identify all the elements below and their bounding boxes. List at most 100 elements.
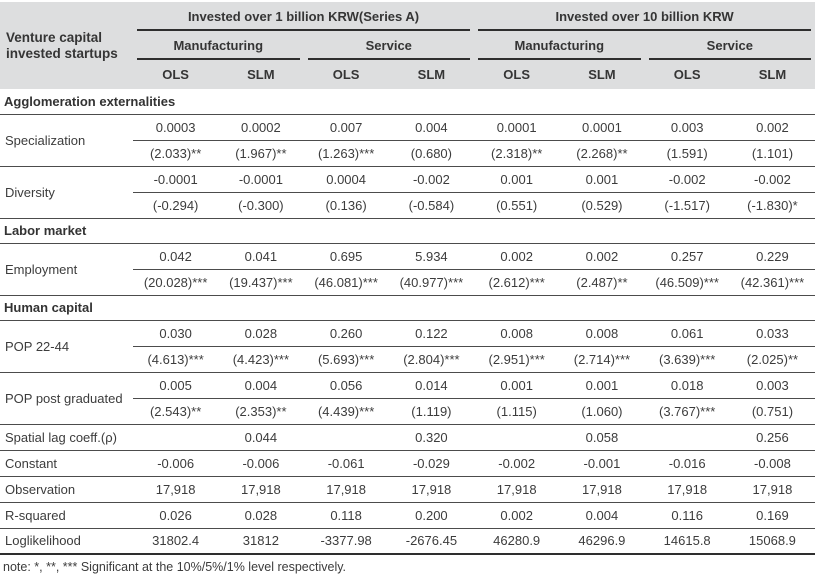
value-cell: 0.026 — [133, 502, 219, 529]
value-cell — [474, 424, 560, 451]
table-row-constant: Constant -0.006 -0.006 -0.061 -0.029 -0.002-… — [0, 450, 815, 477]
row-label-constant: Constant — [0, 450, 133, 477]
table-row-spatial-lag: Spatial lag coeff.(ρ) 0.044 0.320 0.058 0.2… — [0, 424, 815, 451]
value-cell: 0.118 — [303, 502, 389, 529]
value-cell: 0.229 — [729, 243, 815, 270]
table-row-specialization-coef: Specialization 0.0003 0.0002 0.007 0.004 0.0… — [0, 114, 815, 167]
value-cell: -0.002 — [729, 166, 815, 193]
value-cell: 17,918 — [133, 476, 219, 503]
row-label-specialization: Specialization — [0, 114, 133, 167]
regression-results-table: Venture capital invested startups Invest… — [0, 2, 815, 555]
section-row-human-capital: Human capital — [0, 295, 815, 321]
subgroup-label: Service — [365, 38, 412, 53]
value-cell: (2.543)** — [133, 398, 219, 425]
value-cell: (-1.517) — [644, 192, 730, 219]
table-row-pop-post-graduated-tstat: (2.543)** (2.353)** (4.439)*** (1.119) (1.11… — [0, 398, 815, 425]
value-cell: 0.0001 — [474, 114, 560, 141]
col-estimator: SLM — [247, 67, 275, 82]
value-cell: (2.318)** — [474, 140, 560, 167]
col-group-invested-10-billion: Invested over 10 billion KRW — [474, 2, 815, 31]
value-cell: 5.934 — [388, 243, 475, 270]
subgroup-label: Manufacturing — [514, 38, 605, 53]
value-cell: -0.001 — [559, 450, 645, 477]
value-cell: -0.002 — [388, 166, 475, 193]
value-cell: 0.003 — [729, 372, 815, 399]
section-header: Human capital — [0, 295, 815, 321]
section-header: Labor market — [0, 218, 815, 244]
row-label-pop-post-graduated: POP post graduated — [0, 372, 133, 425]
row-label-pop-22-44: POP 22-44 — [0, 320, 133, 373]
value-cell: (2.612)*** — [474, 269, 560, 296]
value-cell: (1.101) — [729, 140, 815, 167]
value-cell: (20.028)*** — [133, 269, 219, 296]
row-label-spatial-lag: Spatial lag coeff.(ρ) — [0, 424, 133, 451]
subgroup-underline — [307, 58, 471, 60]
table-row-loglikelihood: Loglikelihood 31802.4 31812 -3377.98 -2676.… — [0, 528, 815, 555]
value-cell: (2.951)*** — [474, 346, 560, 373]
value-cell: (-0.584) — [388, 192, 475, 219]
value-cell: (46.081)*** — [303, 269, 389, 296]
value-cell: 0.256 — [729, 424, 815, 451]
value-cell: 0.008 — [474, 320, 560, 347]
table-row-pop-post-graduated-coef: POP post graduated 0.005 0.004 0.056 0.014 0… — [0, 372, 815, 425]
value-cell: (1.119) — [388, 398, 475, 425]
value-cell: 0.056 — [303, 372, 389, 399]
header-row-estimators: OLS SLM OLS SLM OLS SLM OLS SLM — [0, 60, 815, 89]
value-cell: -0.0001 — [133, 166, 219, 193]
subgroup-underline — [137, 58, 300, 60]
table-row-pop-22-44-coef: POP 22-44 0.030 0.028 0.260 0.122 0.008 0.008… — [0, 320, 815, 373]
row-label-r-squared: R-squared — [0, 502, 133, 529]
value-cell: (0.136) — [303, 192, 389, 219]
subgroup-underline — [478, 58, 641, 60]
value-cell: 0.001 — [474, 166, 560, 193]
value-cell: 17,918 — [559, 476, 645, 503]
value-cell: (2.714)*** — [559, 346, 645, 373]
value-cell: 0.014 — [388, 372, 475, 399]
value-cell: -0.006 — [133, 450, 219, 477]
value-cell: 0.257 — [644, 243, 730, 270]
row-label-employment: Employment — [0, 243, 133, 296]
value-cell: (4.423)*** — [218, 346, 304, 373]
value-cell: 0.320 — [388, 424, 475, 451]
col-estimator: OLS — [673, 67, 701, 82]
value-cell: 0.002 — [559, 243, 645, 270]
value-cell: (0.551) — [474, 192, 560, 219]
table-row-employment-coef: Employment 0.042 0.041 0.695 5.934 0.002 0.00… — [0, 243, 815, 296]
value-cell: (40.977)*** — [388, 269, 475, 296]
subgroup-manufacturing-1: Manufacturing — [133, 31, 304, 60]
value-cell — [303, 424, 389, 451]
col-estimator: SLM — [417, 67, 446, 82]
value-cell: 0.018 — [644, 372, 730, 399]
value-cell: -0.0001 — [218, 166, 304, 193]
group-underline — [478, 29, 812, 31]
corner-row-label: Venture capital invested startups — [6, 29, 118, 61]
value-cell — [644, 424, 730, 451]
value-cell: (19.437)*** — [218, 269, 304, 296]
value-cell: 0.061 — [644, 320, 730, 347]
value-cell: 0.041 — [218, 243, 304, 270]
value-cell: (4.439)*** — [303, 398, 389, 425]
value-cell: 0.028 — [218, 320, 304, 347]
value-cell: (2.487)** — [559, 269, 645, 296]
value-cell: 0.033 — [729, 320, 815, 347]
value-cell: 0.008 — [559, 320, 645, 347]
significance-note: note: *, **, *** Significant at the 10%/… — [3, 560, 347, 574]
value-cell: -0.002 — [644, 166, 730, 193]
value-cell: 0.002 — [729, 114, 815, 141]
value-cell: 0.122 — [388, 320, 475, 347]
header-row-subgroups: Manufacturing Service Manufacturing Serv… — [0, 31, 815, 60]
value-cell: -0.061 — [303, 450, 389, 477]
value-cell: 17,918 — [303, 476, 389, 503]
value-cell: 31802.4 — [133, 528, 219, 555]
subgroup-service-1: Service — [304, 31, 475, 60]
value-cell: -0.008 — [729, 450, 815, 477]
value-cell: 17,918 — [644, 476, 730, 503]
value-cell: (46.509)*** — [644, 269, 730, 296]
value-cell — [133, 424, 219, 451]
header-row-groups: Venture capital invested startups Invest… — [0, 2, 815, 61]
value-cell: 46280.9 — [474, 528, 560, 555]
subgroup-label: Manufacturing — [173, 38, 264, 53]
value-cell: 0.260 — [303, 320, 389, 347]
value-cell: (2.025)** — [729, 346, 815, 373]
